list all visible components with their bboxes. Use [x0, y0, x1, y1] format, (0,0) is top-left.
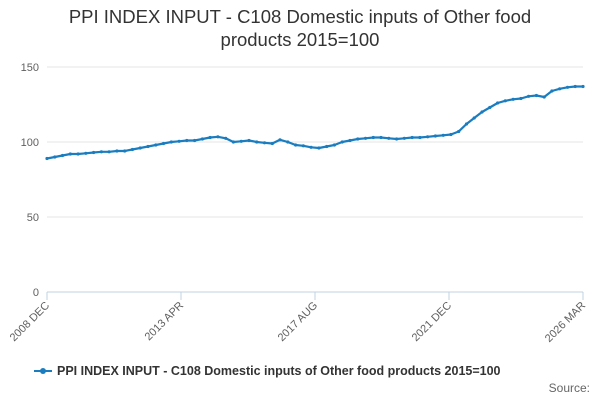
- data-point: [193, 138, 197, 143]
- data-point: [332, 143, 336, 147]
- data-point: [317, 146, 321, 150]
- legend[interactable]: PPI INDEX INPUT - C108 Domestic inputs o…: [34, 364, 501, 378]
- data-point: [123, 149, 127, 153]
- y-tick-label-100: 100: [21, 137, 39, 149]
- data-point: [581, 84, 585, 89]
- y-axis-tick-labels: 0 50 100 150: [21, 62, 39, 299]
- data-point: [255, 140, 259, 144]
- data-point: [410, 135, 414, 140]
- x-axis-tick-labels: 2008 DEC 2013 APR 2017 AUG 2021 DEC 2026 MAR: [8, 300, 588, 345]
- y-tick-label-0: 0: [33, 287, 39, 299]
- data-point: [154, 143, 158, 147]
- data-point: [573, 84, 577, 89]
- data-point: [216, 135, 220, 139]
- chart-title-line-2: products 2015=100: [220, 29, 380, 50]
- data-point: [60, 153, 65, 158]
- data-point: [503, 99, 507, 103]
- data-point: [68, 152, 72, 156]
- data-point: [356, 137, 360, 141]
- data-point: [286, 140, 290, 144]
- data-point: [340, 140, 344, 144]
- data-point: [247, 138, 251, 143]
- data-point: [99, 150, 103, 154]
- series-line-0: [45, 85, 585, 160]
- x-axis: [46, 291, 584, 300]
- data-point: [146, 144, 150, 149]
- chart-title: PPI INDEX INPUT - C108 Domestic inputs o…: [0, 5, 600, 51]
- data-point: [115, 149, 119, 153]
- data-point: [138, 146, 142, 150]
- x-tick-label: 2013 APR: [143, 300, 187, 344]
- data-point: [379, 135, 383, 140]
- data-point: [185, 138, 189, 143]
- data-point: [542, 95, 546, 99]
- y-tick-label-150: 150: [21, 62, 39, 74]
- data-point: [371, 135, 375, 140]
- data-point: [511, 97, 515, 101]
- data-point: [363, 136, 368, 140]
- data-point: [457, 129, 461, 134]
- data-point: [76, 152, 80, 156]
- y-tick-label-50: 50: [27, 212, 39, 224]
- data-point: [84, 151, 88, 155]
- data-point: [527, 94, 531, 98]
- data-point: [395, 137, 399, 141]
- data-point: [488, 105, 492, 110]
- data-point: [402, 136, 406, 140]
- data-point: [161, 141, 166, 146]
- data-point: [519, 96, 523, 101]
- x-tick-label: 2017 AUG: [276, 300, 320, 344]
- data-point: [130, 147, 134, 152]
- data-point: [301, 144, 305, 148]
- data-point: [231, 140, 235, 144]
- source-label: Source:: [548, 381, 590, 395]
- x-tick-label: 2026 MAR: [543, 300, 588, 345]
- data-point: [177, 139, 181, 143]
- data-point: [107, 150, 111, 154]
- legend-label: PPI INDEX INPUT - C108 Domestic inputs o…: [57, 364, 501, 378]
- grid-lines: [47, 66, 583, 218]
- data-point: [169, 140, 173, 144]
- data-point: [426, 135, 430, 139]
- data-point: [387, 136, 391, 140]
- data-point: [53, 155, 57, 159]
- x-tick-label: 2021 DEC: [410, 300, 454, 344]
- data-point: [441, 133, 445, 137]
- data-point: [262, 141, 267, 145]
- data-point: [278, 138, 282, 142]
- chart-title-line-1: PPI INDEX INPUT - C108 Domestic inputs o…: [68, 6, 532, 27]
- data-point: [208, 135, 212, 140]
- data-point: [309, 145, 313, 149]
- data-point: [464, 122, 469, 126]
- series-group: [45, 84, 585, 161]
- data-point: [480, 110, 484, 114]
- data-point: [348, 138, 352, 143]
- data-point: [565, 85, 570, 89]
- data-point: [418, 135, 422, 140]
- data-point: [200, 137, 204, 141]
- data-point: [92, 150, 96, 155]
- data-point: [449, 132, 453, 137]
- x-tick-label: 2008 DEC: [8, 300, 52, 344]
- data-point: [239, 139, 243, 143]
- data-point: [294, 143, 298, 147]
- data-point: [45, 156, 49, 161]
- data-point: [534, 93, 539, 98]
- data-point: [325, 144, 329, 149]
- data-point: [496, 101, 500, 105]
- legend-swatch-icon: [34, 366, 52, 376]
- data-point: [270, 141, 274, 146]
- data-point: [224, 136, 228, 140]
- data-point: [433, 134, 437, 138]
- data-point: [558, 87, 562, 91]
- data-point: [472, 116, 476, 120]
- data-point: [550, 89, 554, 93]
